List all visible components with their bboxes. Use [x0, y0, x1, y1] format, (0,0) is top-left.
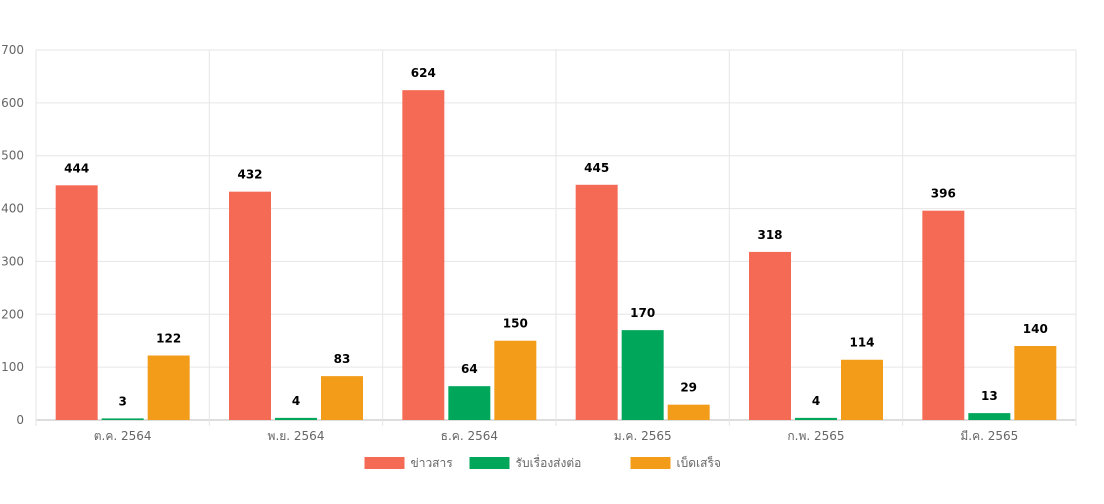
data-label: 4: [292, 394, 300, 408]
bar[interactable]: [621, 330, 664, 420]
data-label: 83: [334, 352, 351, 366]
bar[interactable]: [795, 417, 837, 420]
legend-swatch[interactable]: [630, 457, 671, 469]
bar[interactable]: [575, 184, 618, 420]
x-tick-label: ธ.ค. 2564: [441, 429, 498, 443]
y-tick-label: 500: [1, 149, 24, 163]
y-tick-label: 300: [1, 254, 24, 268]
bar[interactable]: [101, 418, 144, 420]
bar[interactable]: [321, 376, 363, 420]
data-label: 3: [118, 394, 126, 408]
y-tick-label: 400: [1, 202, 24, 216]
data-label: 64: [461, 362, 478, 376]
data-label: 170: [630, 306, 655, 320]
data-label: 396: [931, 187, 956, 201]
x-tick-label: ก.พ. 2565: [787, 429, 844, 443]
legend-label[interactable]: เบ็ดเสร็จ: [677, 455, 721, 470]
x-tick-label: ต.ค. 2564: [94, 429, 152, 443]
y-tick-label: 0: [16, 413, 24, 427]
legend-swatch[interactable]: [469, 457, 510, 469]
x-tick-label: พ.ย. 2564: [268, 429, 325, 443]
bar[interactable]: [147, 355, 190, 420]
data-label: 114: [849, 336, 874, 350]
y-tick-label: 200: [1, 307, 24, 321]
data-label: 13: [981, 389, 998, 403]
data-label: 4: [812, 394, 820, 408]
data-label: 140: [1023, 322, 1048, 336]
data-label: 150: [503, 317, 528, 331]
bar[interactable]: [922, 210, 965, 420]
bar[interactable]: [968, 413, 1011, 420]
bar[interactable]: [749, 251, 791, 420]
x-tick-label: ม.ค. 2565: [614, 429, 672, 443]
data-label: 318: [757, 228, 782, 242]
bar[interactable]: [1014, 346, 1057, 420]
bar[interactable]: [494, 340, 537, 420]
legend-swatch[interactable]: [364, 457, 405, 469]
data-label: 29: [680, 381, 697, 395]
bar[interactable]: [275, 417, 317, 420]
y-tick-label: 100: [1, 360, 24, 374]
bar[interactable]: [667, 404, 710, 420]
bar[interactable]: [402, 90, 445, 421]
bar[interactable]: [841, 359, 883, 420]
data-label: 624: [411, 66, 436, 80]
y-tick-label: 700: [1, 43, 24, 57]
bar[interactable]: [229, 191, 271, 420]
data-label: 444: [64, 161, 89, 175]
legend-label[interactable]: รับเรื่องส่งต่อ: [516, 454, 582, 470]
bar[interactable]: [448, 386, 491, 420]
data-label: 122: [156, 332, 181, 346]
x-tick-label: มี.ค. 2565: [960, 429, 1018, 443]
y-tick-label: 600: [1, 96, 24, 110]
legend-label[interactable]: ข่าวสาร: [411, 456, 454, 470]
data-label: 445: [584, 161, 609, 175]
bar[interactable]: [55, 185, 98, 420]
data-label: 432: [237, 168, 262, 182]
